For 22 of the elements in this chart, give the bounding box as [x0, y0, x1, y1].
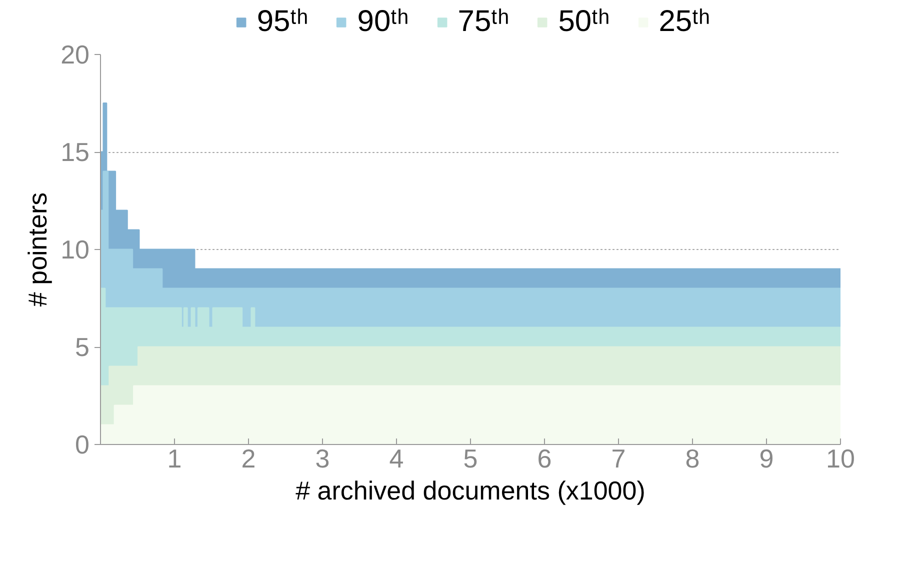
- y-tick-label: 10: [60, 234, 90, 264]
- x-tick-label: 6: [537, 444, 552, 474]
- x-axis-title: # archived documents (x1000): [296, 476, 646, 506]
- y-tick-label: 15: [60, 137, 90, 167]
- legend-label: 95ᵗʰ: [256, 5, 308, 39]
- x-tick-label: 4: [389, 444, 404, 474]
- x-tick-label: 3: [315, 444, 330, 474]
- x-tick-label: 8: [685, 444, 700, 474]
- legend-label: 25ᵗʰ: [658, 5, 710, 39]
- y-axis-title: # pointers: [22, 192, 53, 307]
- legend-label: 75ᵗʰ: [458, 5, 510, 39]
- legend-label: 90ᵗʰ: [357, 5, 409, 39]
- legend-label: 50ᵗʰ: [558, 5, 610, 39]
- y-tick-label: 20: [60, 40, 90, 70]
- y-tick-label: 5: [75, 332, 90, 362]
- x-tick-label: 7: [611, 444, 626, 474]
- x-tick-label: 2: [241, 444, 256, 474]
- x-tick-label: 5: [463, 444, 478, 474]
- x-tick-label: 10: [826, 444, 855, 474]
- y-tick-label: 0: [75, 430, 90, 460]
- x-tick-label: 9: [759, 444, 774, 474]
- x-tick-label: 1: [167, 444, 182, 474]
